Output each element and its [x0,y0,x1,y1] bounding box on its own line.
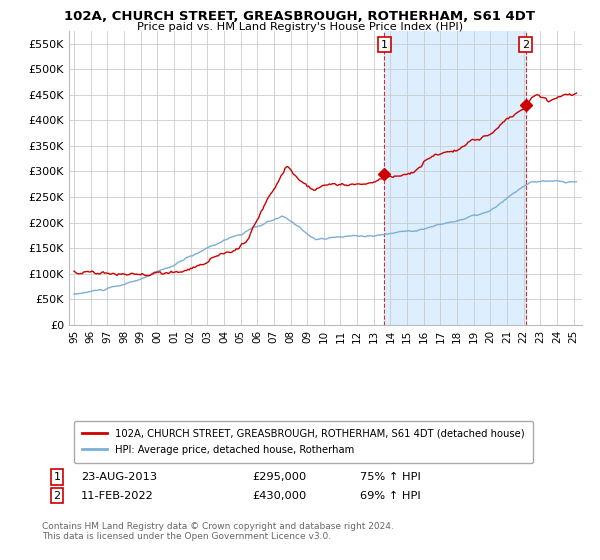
Text: 102A, CHURCH STREET, GREASBROUGH, ROTHERHAM, S61 4DT: 102A, CHURCH STREET, GREASBROUGH, ROTHER… [65,10,536,23]
Text: 1: 1 [53,472,61,482]
Legend: 102A, CHURCH STREET, GREASBROUGH, ROTHERHAM, S61 4DT (detached house), HPI: Aver: 102A, CHURCH STREET, GREASBROUGH, ROTHER… [74,421,533,463]
Text: 75% ↑ HPI: 75% ↑ HPI [360,472,421,482]
Text: 2: 2 [522,40,529,50]
Text: Contains HM Land Registry data © Crown copyright and database right 2024.
This d: Contains HM Land Registry data © Crown c… [42,522,394,542]
Text: 23-AUG-2013: 23-AUG-2013 [81,472,157,482]
Text: 11-FEB-2022: 11-FEB-2022 [81,491,154,501]
Text: 1: 1 [381,40,388,50]
Text: £295,000: £295,000 [252,472,306,482]
Bar [385,31,526,325]
Text: 2: 2 [53,491,61,501]
Text: £430,000: £430,000 [252,491,306,501]
Text: 69% ↑ HPI: 69% ↑ HPI [360,491,421,501]
Text: Price paid vs. HM Land Registry's House Price Index (HPI): Price paid vs. HM Land Registry's House … [137,22,463,32]
